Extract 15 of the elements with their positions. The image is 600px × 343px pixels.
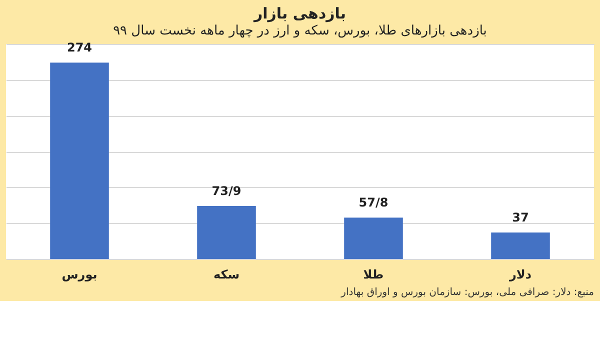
chart-subtitle: بازدهی بازارهای طلا، بورس، سکه و ارز در چهار ماهه نخست سال ۹۹ [113, 24, 487, 39]
data-label: 73/9 [212, 184, 242, 198]
bar [50, 62, 109, 259]
text: منبع: دلار: صرافی ملی، بورس: سازمان بورس و اوراق بهادار [340, 287, 594, 298]
x-tick-label: طلا [363, 268, 384, 282]
x-tick-label: دلار [508, 268, 532, 282]
data-label: 37 [512, 210, 529, 224]
x-tick-label: بورس [62, 268, 98, 282]
bar [344, 218, 403, 259]
bar [197, 206, 256, 259]
data-label: 57/8 [358, 196, 388, 210]
data-label: 274 [66, 40, 92, 55]
x-tick-label: سکه [213, 268, 240, 282]
chart-title: بازدهی بازار [252, 4, 346, 23]
bar [491, 232, 550, 259]
